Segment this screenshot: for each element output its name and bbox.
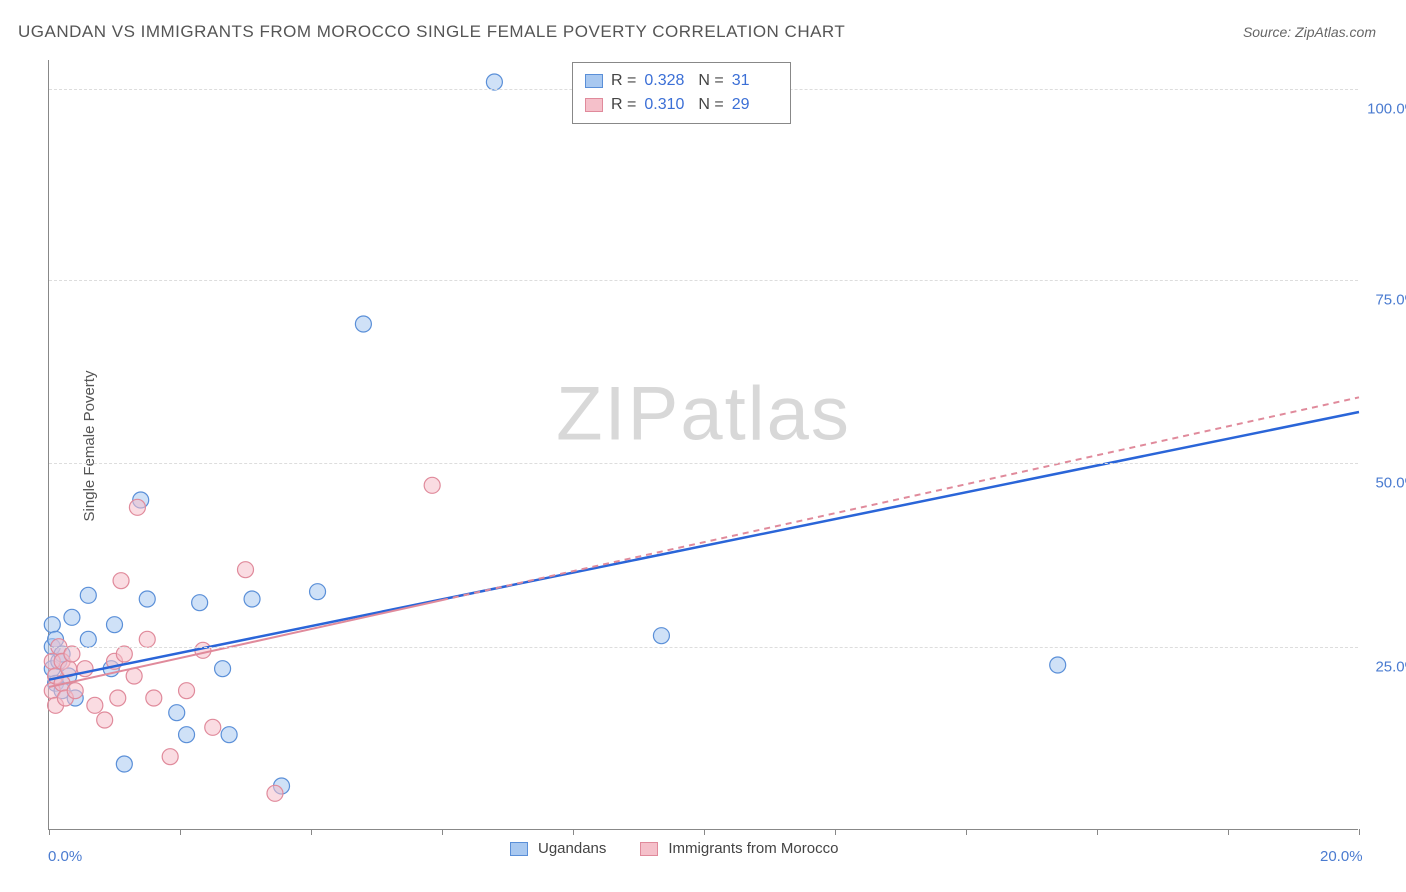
data-point xyxy=(116,756,132,772)
grid-line xyxy=(49,280,1358,281)
legend-stats-box: R = 0.328 N = 31 R = 0.310 N = 29 xyxy=(572,62,791,124)
legend-r-value: 0.310 xyxy=(644,96,690,114)
y-tick-label: 50.0% xyxy=(1363,475,1406,492)
legend-swatch xyxy=(585,98,603,112)
x-tick xyxy=(311,829,312,835)
legend-swatch xyxy=(640,842,658,856)
grid-line xyxy=(49,647,1358,648)
legend-n-label: N = xyxy=(698,72,723,90)
y-tick-label: 75.0% xyxy=(1363,292,1406,309)
plot-area: ZIPatlas 25.0%50.0%75.0%100.0% xyxy=(48,60,1358,830)
data-point xyxy=(64,609,80,625)
legend-stats-row: R = 0.328 N = 31 xyxy=(585,69,778,93)
data-point xyxy=(1050,657,1066,673)
x-tick-label: 0.0% xyxy=(48,848,82,865)
data-point xyxy=(192,595,208,611)
legend-swatch xyxy=(585,74,603,88)
source-label: Source: ZipAtlas.com xyxy=(1243,24,1376,40)
data-point xyxy=(80,587,96,603)
data-point xyxy=(653,628,669,644)
data-point xyxy=(244,591,260,607)
data-point xyxy=(97,712,113,728)
data-point xyxy=(110,690,126,706)
trend-line xyxy=(49,412,1359,680)
legend-stats-row: R = 0.310 N = 29 xyxy=(585,93,778,117)
legend-n-label: N = xyxy=(698,96,723,114)
legend-series: Ugandans Immigrants from Morocco xyxy=(510,840,862,857)
data-point xyxy=(424,477,440,493)
x-tick xyxy=(835,829,836,835)
legend-swatch xyxy=(510,842,528,856)
data-point xyxy=(205,719,221,735)
legend-r-label: R = xyxy=(611,96,636,114)
legend-series-label: Ugandans xyxy=(538,840,606,857)
legend-n-value: 31 xyxy=(732,72,778,90)
chart-title: UGANDAN VS IMMIGRANTS FROM MOROCCO SINGL… xyxy=(18,22,845,42)
trend-line-dashed xyxy=(442,397,1359,600)
plot-svg xyxy=(49,60,1358,829)
data-point xyxy=(80,631,96,647)
data-point xyxy=(64,646,80,662)
x-tick xyxy=(1228,829,1229,835)
legend-r-value: 0.328 xyxy=(644,72,690,90)
data-point xyxy=(179,683,195,699)
data-point xyxy=(169,705,185,721)
y-tick-label: 25.0% xyxy=(1363,658,1406,675)
data-point xyxy=(87,697,103,713)
x-tick xyxy=(573,829,574,835)
data-point xyxy=(238,562,254,578)
trend-line xyxy=(49,600,442,687)
data-point xyxy=(129,499,145,515)
data-point xyxy=(44,617,60,633)
x-tick xyxy=(180,829,181,835)
legend-n-value: 29 xyxy=(732,96,778,114)
x-tick xyxy=(442,829,443,835)
data-point xyxy=(179,727,195,743)
data-point xyxy=(486,74,502,90)
data-point xyxy=(221,727,237,743)
grid-line xyxy=(49,463,1358,464)
x-tick xyxy=(49,829,50,835)
data-point xyxy=(215,661,231,677)
data-point xyxy=(113,573,129,589)
y-tick-label: 100.0% xyxy=(1363,101,1406,118)
chart-container: UGANDAN VS IMMIGRANTS FROM MOROCCO SINGL… xyxy=(0,0,1406,892)
data-point xyxy=(139,591,155,607)
x-tick xyxy=(966,829,967,835)
x-tick xyxy=(1359,829,1360,835)
data-point xyxy=(139,631,155,647)
data-point xyxy=(162,749,178,765)
legend-r-label: R = xyxy=(611,72,636,90)
data-point xyxy=(267,785,283,801)
x-tick-label: 20.0% xyxy=(1320,848,1363,865)
data-point xyxy=(67,683,83,699)
x-tick xyxy=(704,829,705,835)
data-point xyxy=(355,316,371,332)
data-point xyxy=(107,617,123,633)
data-point xyxy=(116,646,132,662)
legend-series-label: Immigrants from Morocco xyxy=(668,840,838,857)
data-point xyxy=(146,690,162,706)
data-point xyxy=(310,584,326,600)
x-tick xyxy=(1097,829,1098,835)
